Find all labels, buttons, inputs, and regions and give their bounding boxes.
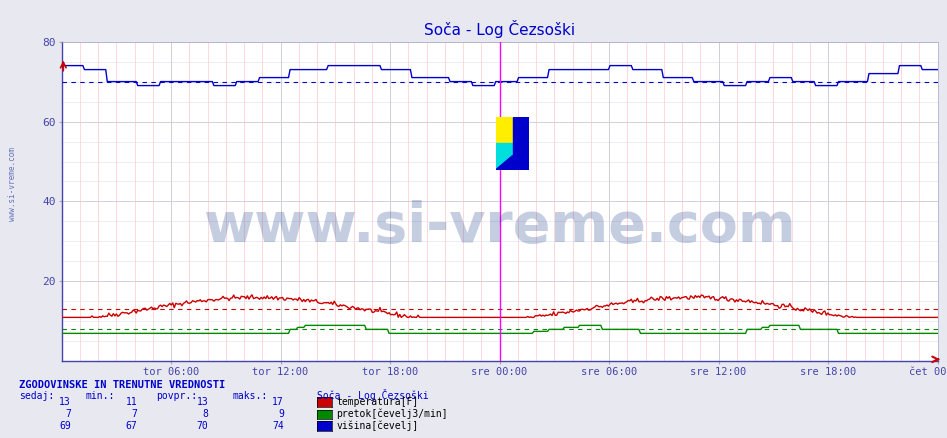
Text: 11: 11 xyxy=(126,397,137,407)
Text: 69: 69 xyxy=(60,421,71,431)
Text: povpr.:: povpr.: xyxy=(156,391,197,401)
Text: min.:: min.: xyxy=(85,391,115,401)
Text: 9: 9 xyxy=(278,410,284,420)
Bar xyxy=(496,117,512,143)
Text: višina[čevelj]: višina[čevelj] xyxy=(336,421,419,431)
Text: 13: 13 xyxy=(60,397,71,407)
Text: 74: 74 xyxy=(273,421,284,431)
Text: 7: 7 xyxy=(132,410,137,420)
Text: 8: 8 xyxy=(203,410,208,420)
Text: 67: 67 xyxy=(126,421,137,431)
Title: Soča - Log Čezsoški: Soča - Log Čezsoški xyxy=(424,20,575,38)
Text: Soča - Log Čezsoški: Soča - Log Čezsoški xyxy=(317,389,429,401)
Polygon shape xyxy=(496,155,512,170)
Polygon shape xyxy=(512,117,529,170)
Text: 17: 17 xyxy=(273,397,284,407)
Text: maks.:: maks.: xyxy=(232,391,267,401)
Text: ZGODOVINSKE IN TRENUTNE VREDNOSTI: ZGODOVINSKE IN TRENUTNE VREDNOSTI xyxy=(19,380,225,390)
Text: 70: 70 xyxy=(197,421,208,431)
Text: pretok[čevelj3/min]: pretok[čevelj3/min] xyxy=(336,409,448,420)
Text: sedaj:: sedaj: xyxy=(19,391,54,401)
Text: temperatura[F]: temperatura[F] xyxy=(336,397,419,407)
Text: www.si-vreme.com: www.si-vreme.com xyxy=(204,200,795,254)
Polygon shape xyxy=(496,143,512,170)
Text: 7: 7 xyxy=(65,410,71,420)
Text: www.si-vreme.com: www.si-vreme.com xyxy=(8,147,17,221)
Text: 13: 13 xyxy=(197,397,208,407)
